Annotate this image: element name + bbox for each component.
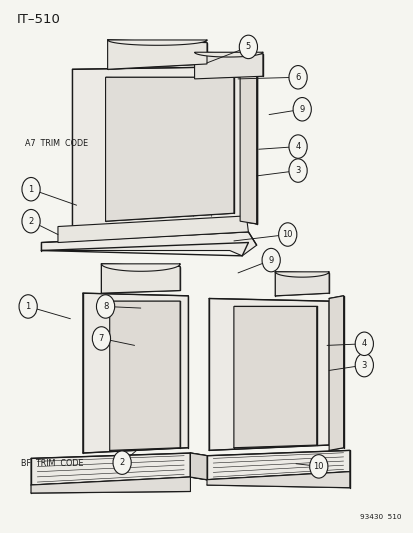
Polygon shape xyxy=(328,296,343,450)
Circle shape xyxy=(92,327,110,350)
Polygon shape xyxy=(275,272,328,296)
Polygon shape xyxy=(190,453,206,480)
Polygon shape xyxy=(72,67,256,232)
Polygon shape xyxy=(31,477,190,493)
Polygon shape xyxy=(240,69,256,224)
Polygon shape xyxy=(83,293,188,453)
Circle shape xyxy=(288,159,306,182)
Circle shape xyxy=(22,209,40,233)
Text: 3: 3 xyxy=(295,166,300,175)
Text: 2: 2 xyxy=(28,217,33,225)
Text: 6: 6 xyxy=(295,73,300,82)
Circle shape xyxy=(113,451,131,474)
Text: 9: 9 xyxy=(299,105,304,114)
Polygon shape xyxy=(107,40,206,69)
Polygon shape xyxy=(101,264,180,271)
Text: IT–510: IT–510 xyxy=(17,13,60,26)
Text: BF  TRIM  CODE: BF TRIM CODE xyxy=(21,459,83,468)
Polygon shape xyxy=(41,232,256,256)
Polygon shape xyxy=(101,264,180,293)
Circle shape xyxy=(309,455,327,478)
Polygon shape xyxy=(206,472,349,488)
Circle shape xyxy=(261,248,280,272)
Circle shape xyxy=(22,177,40,201)
Circle shape xyxy=(278,223,296,246)
Circle shape xyxy=(354,332,373,356)
Polygon shape xyxy=(275,272,328,277)
Polygon shape xyxy=(109,301,180,450)
Circle shape xyxy=(239,35,257,59)
Text: 2: 2 xyxy=(119,458,124,467)
Polygon shape xyxy=(194,52,262,57)
Text: 8: 8 xyxy=(103,302,108,311)
Text: 3: 3 xyxy=(361,361,366,369)
Polygon shape xyxy=(233,306,316,448)
Text: 93430  510: 93430 510 xyxy=(359,514,401,520)
Text: 1: 1 xyxy=(28,185,33,193)
Polygon shape xyxy=(206,450,349,480)
Polygon shape xyxy=(209,298,328,450)
Circle shape xyxy=(288,135,306,158)
Text: 9: 9 xyxy=(268,256,273,264)
Polygon shape xyxy=(58,216,248,243)
Text: 5: 5 xyxy=(245,43,250,51)
Polygon shape xyxy=(194,52,262,79)
Text: 7: 7 xyxy=(99,334,104,343)
Polygon shape xyxy=(107,40,206,45)
Text: 4: 4 xyxy=(361,340,366,348)
Text: 10: 10 xyxy=(282,230,292,239)
Circle shape xyxy=(354,353,373,377)
Circle shape xyxy=(292,98,311,121)
Text: 10: 10 xyxy=(313,462,323,471)
Text: 4: 4 xyxy=(295,142,300,151)
Text: A7  TRIM  CODE: A7 TRIM CODE xyxy=(25,140,88,148)
Polygon shape xyxy=(31,453,190,485)
Polygon shape xyxy=(105,77,233,221)
Circle shape xyxy=(288,66,306,89)
Circle shape xyxy=(96,295,114,318)
Text: 1: 1 xyxy=(26,302,31,311)
Circle shape xyxy=(19,295,37,318)
